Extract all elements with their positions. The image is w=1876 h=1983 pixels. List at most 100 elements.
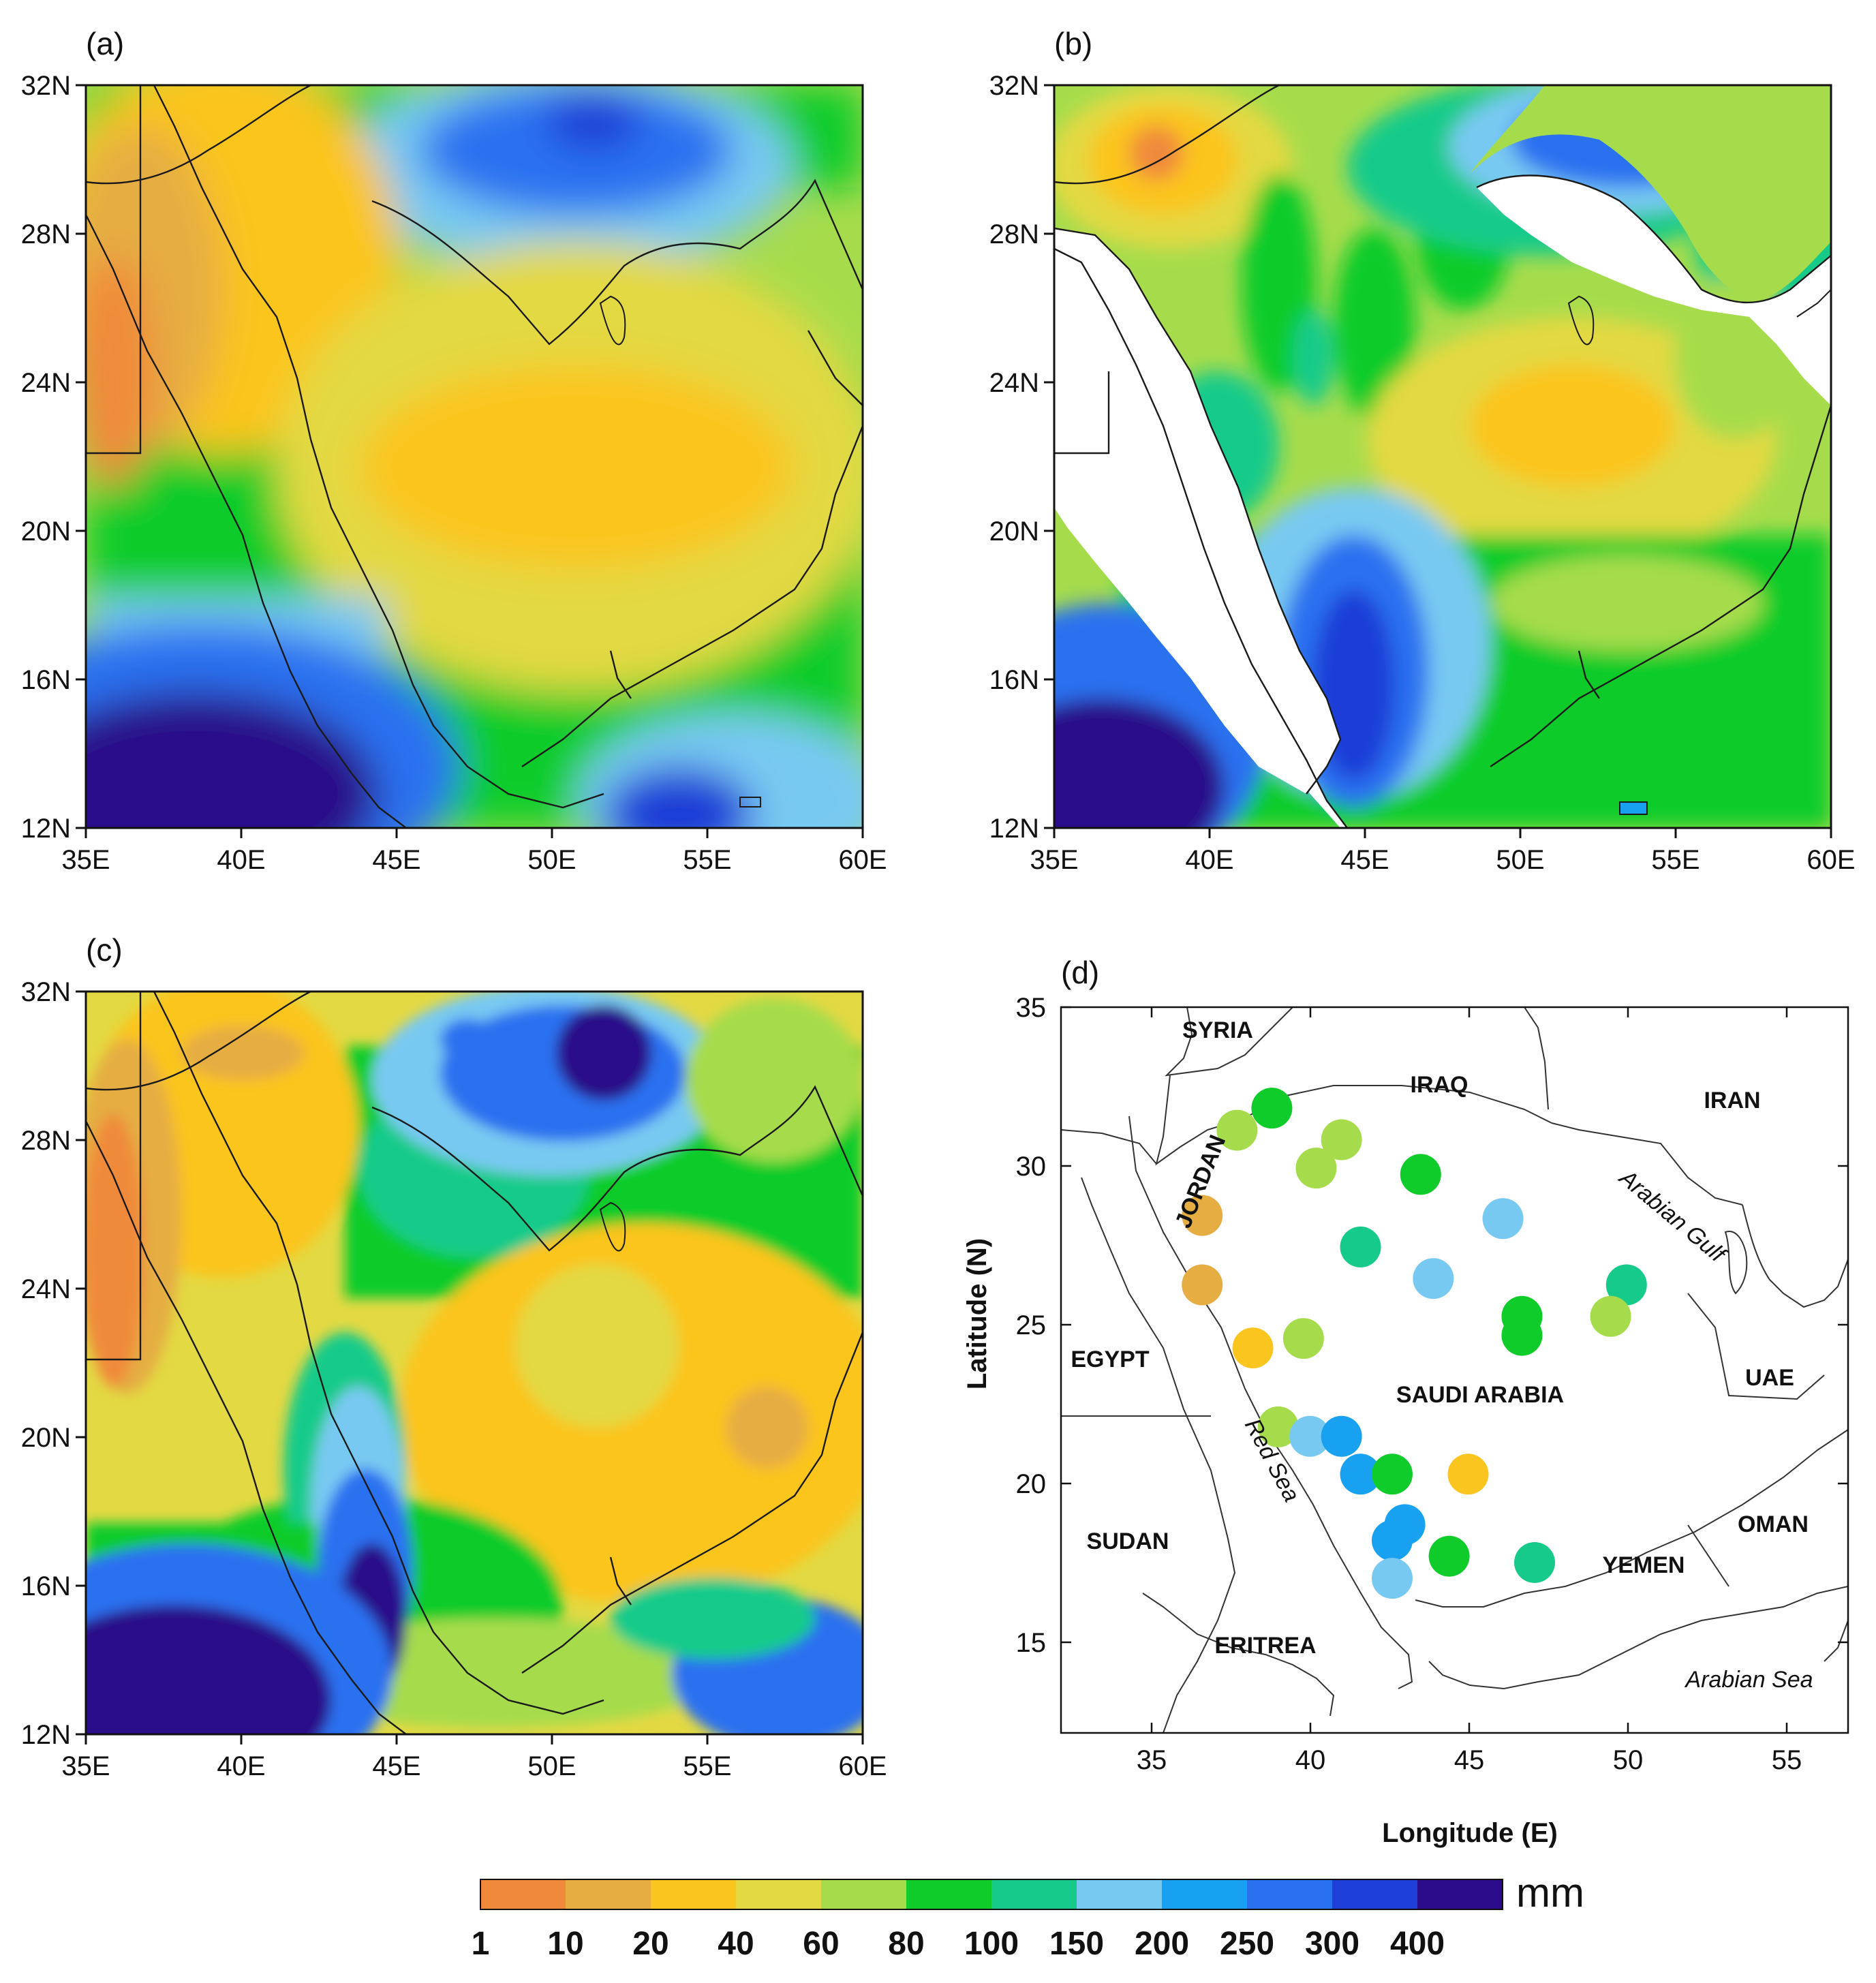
panel-c-lat-tick: 16N — [21, 1571, 71, 1601]
station-marker — [1321, 1119, 1362, 1160]
country-label: SYRIA — [1182, 1017, 1253, 1043]
panel-b-y-ticks — [1044, 84, 1054, 829]
station-marker — [1289, 1415, 1331, 1457]
country-label: ERITREA — [1214, 1633, 1316, 1659]
panel-c-x-ticks — [84, 1734, 864, 1744]
panel-d-y-title: Latitude (N) — [962, 1238, 992, 1389]
station-marker — [1232, 1327, 1274, 1369]
station-marker — [1257, 1406, 1299, 1447]
station-marker — [1282, 1318, 1324, 1359]
station-marker — [1605, 1264, 1647, 1306]
panel-a-lon-tick: 60E — [838, 845, 887, 875]
panel-c-lon-tick: 45E — [372, 1751, 420, 1781]
panel-d-label: (d) — [1061, 955, 1099, 990]
panel-c-lat-tick: 24N — [21, 1274, 71, 1304]
panel-a-x-ticks — [84, 828, 864, 838]
panel-b-lat-tick: 32N — [989, 71, 1039, 101]
station-marker — [1295, 1148, 1337, 1189]
colorbar-swatch — [1162, 1879, 1248, 1909]
panel-a-lon-tick: 40E — [217, 845, 265, 875]
station-marker — [1371, 1454, 1413, 1495]
station-marker — [1413, 1258, 1454, 1300]
panel-c-lat-tick: 32N — [21, 977, 71, 1007]
panel-b-lat-tick: 16N — [989, 665, 1039, 695]
panel-d: SYRIA IRAQ IRAN JORDAN EGYPT SAUDI ARABI… — [962, 955, 1849, 1848]
panel-d-y-tick: 35 — [1016, 993, 1047, 1023]
colorbar-label: 80 — [888, 1926, 924, 1962]
panel-d-map — [1061, 1007, 1848, 1733]
colorbar-labels: 1 10 20 40 60 80 100 150 200 250 300 400 — [472, 1926, 1445, 1962]
panel-c-label: (c) — [86, 932, 123, 968]
panel-d-y-ticks — [1061, 1006, 1848, 1644]
panel-c-lat-tick: 20N — [21, 1423, 71, 1453]
panel-c-lat-tick: 12N — [21, 1720, 71, 1750]
station-marker — [1182, 1264, 1223, 1306]
panel-b-lon-tick: 50E — [1496, 845, 1544, 875]
station-marker — [1428, 1535, 1470, 1577]
country-label: OMAN — [1738, 1511, 1809, 1537]
panel-c-lon-tick: 55E — [683, 1751, 731, 1781]
panel-c-map — [86, 992, 863, 1734]
panel-c: (c) 35E 40E 45E 50E 55E 60E 32N 28N 24N … — [21, 932, 887, 1781]
panel-c-lon-tick: 50E — [527, 1751, 576, 1781]
panel-d-x-title: Longitude (E) — [1382, 1818, 1558, 1848]
colorbar-label: 300 — [1305, 1926, 1359, 1962]
colorbar-label: 150 — [1049, 1926, 1104, 1962]
panel-c-lon-tick: 40E — [217, 1751, 265, 1781]
panel-a-map — [86, 85, 863, 828]
country-label: YEMEN — [1603, 1552, 1685, 1578]
station-marker — [1482, 1198, 1524, 1240]
panel-b-map — [1054, 85, 1831, 828]
panel-c-lon-tick: 60E — [838, 1751, 887, 1781]
colorbar-label: 250 — [1220, 1926, 1274, 1962]
colorbar-swatches — [480, 1879, 1503, 1909]
panel-a: (a) 35E 40E 45E 50E 55E 60E 32N 28N 24N … — [21, 26, 887, 875]
panel-a-lat-tick: 24N — [21, 368, 71, 398]
country-label: IRAQ — [1411, 1072, 1468, 1098]
panel-c-y-ticks — [76, 990, 86, 1736]
panel-d-x-tick: 50 — [1613, 1745, 1644, 1775]
colorbar-swatch — [906, 1879, 992, 1909]
panel-a-lat-tick: 12N — [21, 814, 71, 844]
colorbar-swatch — [1332, 1879, 1418, 1909]
panel-b-lat-tick: 20N — [989, 517, 1039, 547]
colorbar-swatch — [1247, 1879, 1333, 1909]
colorbar-swatch — [991, 1879, 1077, 1909]
panel-b: (b) 35E 40E 45E 50E 55E 60E 32N 28N 24N … — [989, 26, 1856, 875]
panel-b-lat-tick: 28N — [989, 219, 1039, 249]
colorbar-label: 400 — [1390, 1926, 1445, 1962]
panel-d-y-tick: 20 — [1016, 1469, 1047, 1499]
panel-b-lon-tick: 40E — [1185, 845, 1233, 875]
colorbar-swatch — [1417, 1879, 1503, 1909]
panel-a-lon-tick: 45E — [372, 845, 420, 875]
panel-b-lon-tick: 45E — [1340, 845, 1389, 875]
colorbar-label: 10 — [547, 1926, 583, 1962]
panel-a-lat-tick: 16N — [21, 665, 71, 695]
colorbar-swatch — [480, 1879, 566, 1909]
colorbar-label: 60 — [803, 1926, 839, 1962]
panel-b-lat-tick: 12N — [989, 814, 1039, 844]
panel-a-label: (a) — [86, 26, 124, 61]
colorbar-swatch — [736, 1879, 822, 1909]
panel-b-label: (b) — [1054, 26, 1092, 61]
country-label: EGYPT — [1071, 1347, 1149, 1372]
station-marker — [1216, 1109, 1258, 1151]
panel-b-x-ticks — [1053, 828, 1832, 838]
panel-d-y-tick: 25 — [1016, 1310, 1047, 1340]
station-marker — [1590, 1295, 1631, 1337]
colorbar: mm 1 10 20 40 60 80 100 150 200 250 300 400 — [472, 1870, 1584, 1962]
station-marker — [1340, 1454, 1381, 1495]
panel-d-x-tick: 55 — [1772, 1745, 1802, 1775]
station-marker — [1340, 1226, 1381, 1267]
colorbar-label: 1 — [472, 1926, 490, 1962]
station-markers — [1182, 1088, 1647, 1599]
colorbar-swatch — [566, 1879, 651, 1909]
station-marker — [1447, 1454, 1489, 1495]
station-marker — [1371, 1520, 1413, 1561]
panel-a-y-ticks — [76, 84, 86, 829]
panel-b-lon-tick: 60E — [1806, 845, 1855, 875]
country-label: IRAN — [1704, 1088, 1760, 1113]
panel-a-lat-tick: 32N — [21, 71, 71, 101]
station-marker — [1501, 1315, 1543, 1356]
